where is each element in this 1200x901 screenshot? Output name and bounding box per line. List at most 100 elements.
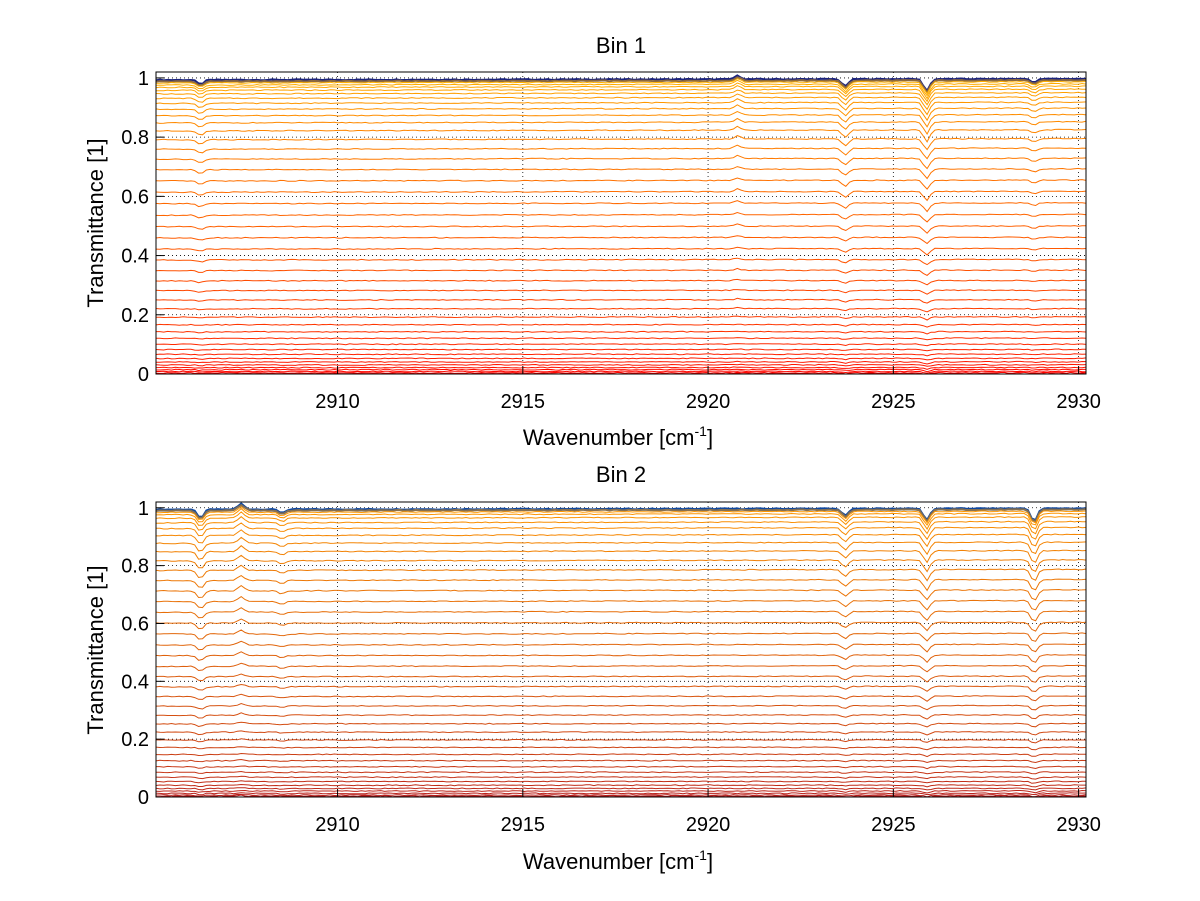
spectrum-line xyxy=(155,363,1087,367)
chart-bin-2: 2910 2915 2920 2925 2930 0 0.2 0.4 0.6 0.8 1 Bin 2… xyxy=(83,462,1101,874)
spectrum-line xyxy=(156,770,1087,775)
spectrum-line xyxy=(156,330,1087,335)
spectrum-line xyxy=(156,257,1087,266)
spectrum-line xyxy=(155,343,1087,347)
spectrum-line xyxy=(155,712,1087,720)
spectrum-line xyxy=(156,360,1087,365)
x-tick-label: 2915 xyxy=(501,391,546,413)
spectrum-line xyxy=(155,564,1087,582)
spectrum-line xyxy=(155,188,1087,202)
spectrum-line xyxy=(155,702,1087,711)
spectrum-line xyxy=(155,536,1087,556)
spectrum-line xyxy=(155,516,1087,535)
spectrum-line xyxy=(155,297,1087,304)
spectrum-line xyxy=(155,200,1087,213)
spectrum-line xyxy=(155,693,1087,702)
chart-title-bin-2: Bin 2 xyxy=(596,462,646,487)
x-tick-label: 2930 xyxy=(1056,391,1101,413)
spectrum-line xyxy=(155,522,1087,541)
spectrum-line xyxy=(156,337,1087,341)
spectrum-line xyxy=(156,752,1086,758)
spectrum-line xyxy=(155,306,1087,313)
spectrum-line xyxy=(155,89,1087,106)
spectrum-line xyxy=(155,792,1087,796)
y-tick-label: 0.8 xyxy=(121,556,149,578)
spectrum-line xyxy=(155,235,1087,245)
spectrum-line xyxy=(155,554,1087,573)
x-tick-label: 2920 xyxy=(686,391,731,413)
spectrum-line xyxy=(155,721,1087,728)
spectrum-line xyxy=(155,511,1086,530)
spectrum-line xyxy=(155,758,1087,764)
spectrum-line xyxy=(155,683,1087,693)
spectrum-line xyxy=(156,93,1087,111)
spectrum-line xyxy=(155,787,1087,791)
spectrum-line xyxy=(155,738,1086,744)
spectrum-line xyxy=(155,117,1087,135)
y-tick-label: 1 xyxy=(138,498,149,520)
spectrum-line xyxy=(155,366,1087,370)
x-tick-label: 2925 xyxy=(871,391,916,413)
spectrum-line xyxy=(156,506,1087,524)
spectrum-line xyxy=(155,348,1087,352)
chart-title-bin-1: Bin 1 xyxy=(596,33,646,58)
x-tick-label: 2910 xyxy=(315,391,360,413)
spectrum-line xyxy=(155,104,1087,122)
x-tick-label: 2915 xyxy=(501,814,546,836)
spectrum-line xyxy=(155,76,1087,95)
x-tick-label: 2910 xyxy=(315,814,360,836)
spectrum-line xyxy=(155,278,1087,286)
x-axis-label-bin-1: Wavenumber [cm-1] xyxy=(523,423,713,450)
spectrum-line xyxy=(155,267,1087,277)
series-group-bin-2 xyxy=(155,502,1087,798)
spectrum-line xyxy=(155,607,1087,622)
spectrum-line xyxy=(155,353,1087,357)
spectrum-line xyxy=(155,125,1087,143)
spectrum-line xyxy=(155,82,1087,100)
spectrum-line xyxy=(155,640,1087,653)
y-tick-label: 0.2 xyxy=(121,305,149,327)
spectrum-line xyxy=(155,79,1087,97)
spectrum-line xyxy=(156,765,1087,770)
spectrum-line xyxy=(155,323,1087,328)
spectrum-line xyxy=(155,357,1087,361)
spectrum-line xyxy=(155,211,1087,223)
chart-bin-1: 2910 2915 2920 2925 2930 0 0.2 0.4 0.6 0.8 1 Bin 1… xyxy=(83,33,1101,450)
spectrum-line xyxy=(155,223,1086,234)
spectrum-line xyxy=(155,618,1087,632)
y-tick-label: 0.8 xyxy=(121,127,149,149)
spectrum-line xyxy=(155,74,1087,93)
spectrum-line xyxy=(155,780,1086,784)
axes-box-bin-2 xyxy=(155,501,1087,798)
spectrum-line xyxy=(156,595,1087,611)
y-tick-label: 0.6 xyxy=(121,613,149,635)
spectrum-line xyxy=(155,289,1087,295)
ticks-bin-2: 2910 2915 2920 2925 2930 0 0.2 0.4 0.6 0.8 1 xyxy=(121,498,1101,836)
spectrum-line xyxy=(155,575,1087,592)
spectrum-line xyxy=(155,673,1087,683)
spectrum-line xyxy=(155,507,1087,526)
spectrum-line xyxy=(155,166,1087,180)
spectrum-line xyxy=(155,504,1087,524)
plot-area-bin-2 xyxy=(156,502,1086,797)
spectrum-line xyxy=(155,783,1086,788)
spectrum-line xyxy=(155,246,1087,256)
y-tick-label: 0 xyxy=(138,787,149,809)
spectrum-line xyxy=(156,793,1087,798)
axes-box-bin-1 xyxy=(155,71,1087,375)
spectrum-line xyxy=(155,85,1087,103)
y-tick-label: 0.2 xyxy=(121,729,149,751)
spectrum-line xyxy=(155,154,1087,170)
spectrum-line xyxy=(155,629,1087,642)
spectrum-line xyxy=(155,746,1087,751)
spectrum-line xyxy=(155,135,1087,151)
y-axis-label-bin-1: Transmittance [1] xyxy=(83,138,108,307)
spectrum-line xyxy=(156,144,1087,160)
spectrum-line xyxy=(155,662,1087,673)
y-tick-label: 0.4 xyxy=(121,671,149,693)
plot-area-bin-1 xyxy=(156,72,1086,374)
spectrum-line xyxy=(156,529,1087,548)
spectrum-line xyxy=(155,177,1087,190)
y-tick-label: 0.4 xyxy=(121,246,149,268)
